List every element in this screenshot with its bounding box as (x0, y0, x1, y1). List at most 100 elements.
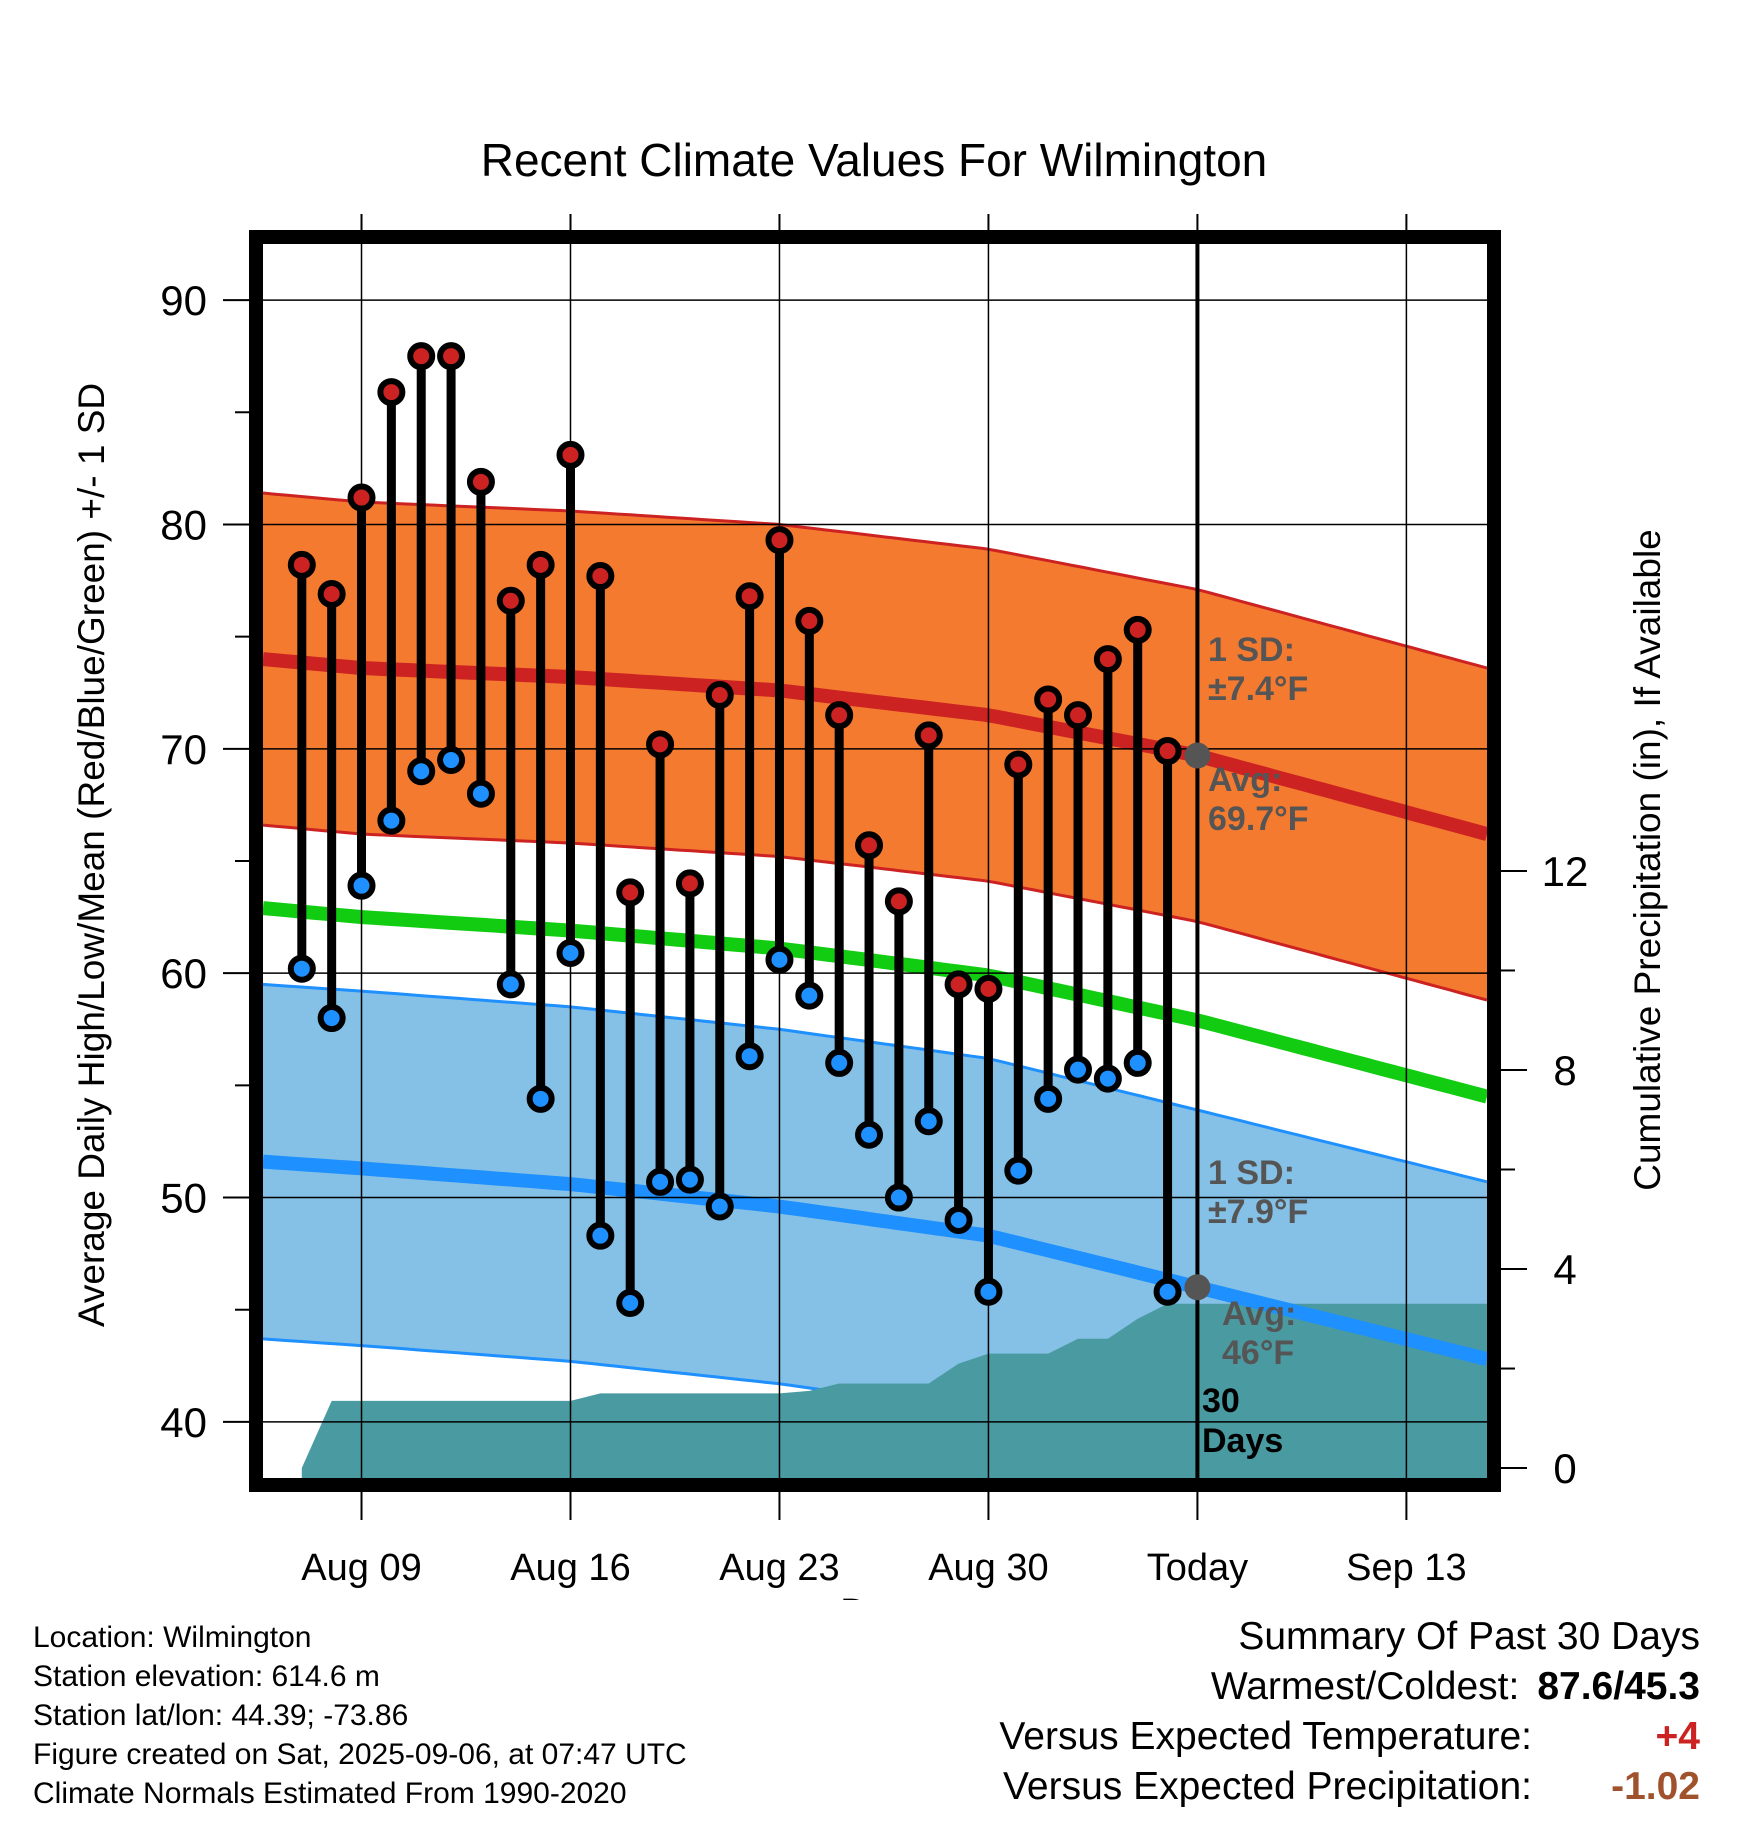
low-temp-point (347, 871, 376, 900)
low-temp-point (526, 1084, 555, 1113)
y2-tick-label: 4 (1553, 1246, 1576, 1293)
low-temp-point (317, 1004, 346, 1033)
x-tick-label: Aug 09 (301, 1547, 421, 1589)
high-temp-point (1064, 701, 1093, 730)
y2-axis-label: Cumulative Precipitation (in), If Availa… (1627, 529, 1668, 1191)
y-tick-label: 50 (160, 1175, 207, 1222)
plot-frame (249, 230, 1501, 1492)
low-sd-value: ±7.9°F (1208, 1193, 1308, 1231)
high-temp-point (795, 606, 824, 635)
chart-title: Recent Climate Values For Wilmington (481, 134, 1268, 186)
y-tick-label: 90 (160, 277, 207, 324)
high-sd-band-lower-edge (263, 823, 1487, 1002)
y-tick-label: 70 (160, 726, 207, 773)
high-temp-point (466, 467, 495, 496)
low-temp-point (1093, 1064, 1122, 1093)
high-temp-point (496, 586, 525, 615)
low-temp-point (556, 938, 585, 967)
x-tick-label: Aug 30 (928, 1547, 1048, 1589)
low-temp-point (437, 746, 466, 775)
high-sd-label: 1 SD: (1208, 631, 1295, 669)
low-temp-point (675, 1165, 704, 1194)
precip-area (301, 1303, 1487, 1478)
high-sd-band-upper-edge (263, 491, 1487, 670)
low-avg-value: 46°F (1222, 1334, 1294, 1372)
summary-warmest-row: Warmest/Coldest: 87.6/45.3 (999, 1662, 1700, 1712)
high-avg-value: 69.7°F (1208, 800, 1309, 838)
high-avg-label: Avg: (1208, 761, 1282, 799)
low-temp-point (1153, 1277, 1182, 1306)
high-temp-point (1034, 685, 1063, 714)
high-temp-point (1153, 737, 1182, 766)
x-tick-label: Aug 23 (719, 1547, 839, 1589)
high-temp-point (825, 701, 854, 730)
summary-precip-row: Versus Expected Precipitation: -1.02 (999, 1762, 1700, 1812)
y-tick-label: 60 (160, 950, 207, 997)
low-temp-point (795, 981, 824, 1010)
low-temp-point (1004, 1156, 1033, 1185)
today-high-avg-marker (1184, 742, 1211, 769)
low-temp-point (914, 1107, 943, 1136)
low-temp-point (944, 1205, 973, 1234)
normal-high-line (263, 652, 1487, 841)
low-temp-point (1064, 1055, 1093, 1084)
x-tick-label: Sep 13 (1346, 1547, 1466, 1589)
y-axis-label: Average Daily High/Low/Mean (Red/Blue/Gr… (71, 383, 112, 1327)
high-temp-point (884, 887, 913, 916)
low-temp-point (884, 1183, 913, 1212)
x-tick-label: Aug 16 (510, 1547, 630, 1589)
high-temp-point (974, 974, 1003, 1003)
low-temp-point (974, 1277, 1003, 1306)
low-temp-point (377, 806, 406, 835)
normal-mean-line (263, 901, 1487, 1104)
high-temp-point (317, 580, 346, 609)
y-tick-label: 40 (160, 1399, 207, 1446)
low-temp-point (1123, 1048, 1152, 1077)
elevation-text: Station elevation: 614.6 m (33, 1660, 380, 1693)
high-temp-point (407, 342, 436, 371)
high-temp-point (914, 721, 943, 750)
high-temp-point (765, 526, 794, 555)
location-text: Location: Wilmington (33, 1621, 312, 1654)
high-sd-value: ±7.4°F (1208, 670, 1308, 708)
high-temp-point (287, 550, 316, 579)
x-axis-label: Day (840, 1592, 908, 1600)
low-temp-point (586, 1221, 615, 1250)
low-sd-label: 1 SD: (1208, 1154, 1295, 1192)
high-temp-point (675, 869, 704, 898)
today-low-avg-marker (1184, 1274, 1211, 1301)
high-temp-point (1093, 645, 1122, 674)
y-tick-label: 80 (160, 501, 207, 548)
station-info: Location: Wilmington Station elevation: … (33, 1618, 687, 1813)
precip-label: Versus Expected Precipitation: (1003, 1765, 1532, 1808)
days-label: Days (1202, 1422, 1283, 1460)
normals-text: Climate Normals Estimated From 1990-2020 (33, 1777, 627, 1810)
high-temp-point (855, 831, 884, 860)
low-temp-point (466, 779, 495, 808)
summary-temp-row: Versus Expected Temperature: +4 (999, 1712, 1700, 1762)
low-temp-point (855, 1120, 884, 1149)
low-temp-point (616, 1288, 645, 1317)
high-temp-point (705, 680, 734, 709)
high-temp-point (526, 550, 555, 579)
low-avg-label: Avg: (1222, 1295, 1296, 1333)
high-temp-point (735, 582, 764, 611)
high-temp-point (556, 440, 585, 469)
y2-tick-label: 8 (1553, 1047, 1576, 1094)
latlon-text: Station lat/lon: 44.39; -73.86 (33, 1699, 409, 1732)
normal-low-line (263, 1154, 1487, 1366)
high-temp-point (944, 970, 973, 999)
summary-panel: Summary Of Past 30 Days Warmest/Coldest:… (999, 1612, 1700, 1812)
warmest-value: 87.6/45.3 (1537, 1665, 1700, 1708)
days-count: 30 (1202, 1382, 1240, 1420)
low-sd-band-upper-edge (263, 982, 1487, 1184)
high-temp-point (586, 562, 615, 591)
created-text: Figure created on Sat, 2025-09-06, at 07… (33, 1738, 687, 1771)
warmest-label: Warmest/Coldest: (1210, 1665, 1520, 1708)
summary-heading: Summary Of Past 30 Days (1238, 1615, 1700, 1658)
low-temp-point (496, 970, 525, 999)
high-temp-point (646, 730, 675, 759)
